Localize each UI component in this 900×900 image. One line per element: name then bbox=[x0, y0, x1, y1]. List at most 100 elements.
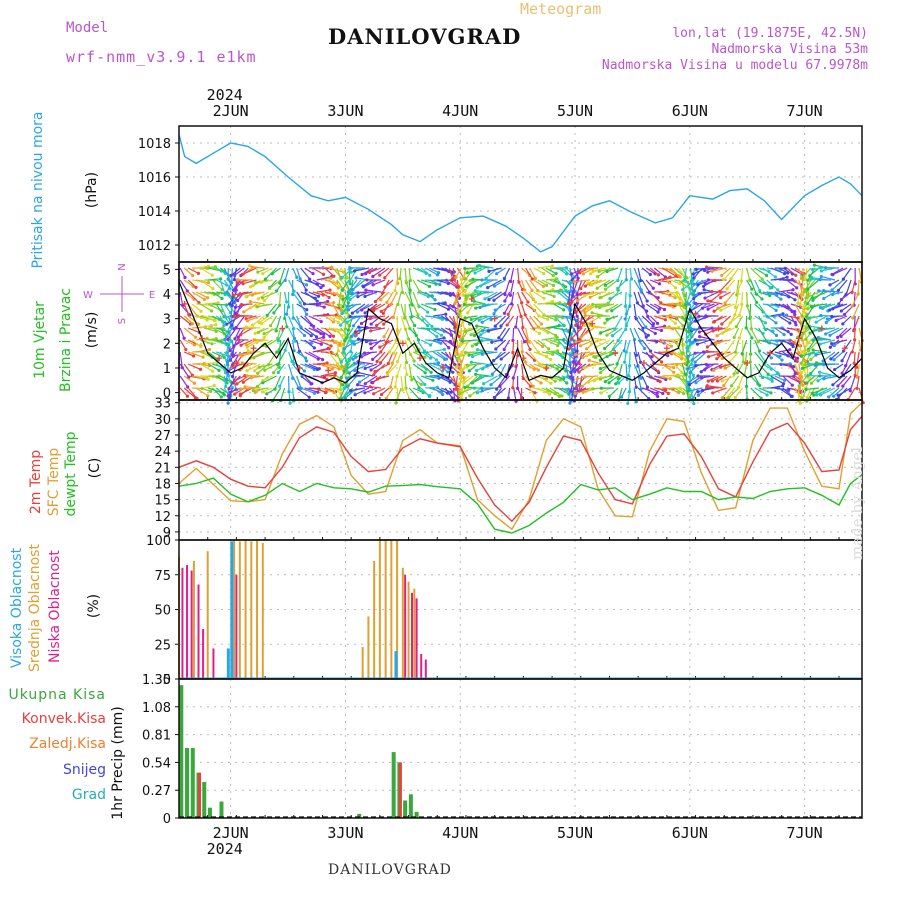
wind-arrow bbox=[284, 267, 290, 281]
wind-arrow-head bbox=[571, 291, 575, 295]
wind-arrow-head bbox=[285, 325, 289, 329]
wind-arrow bbox=[688, 387, 703, 392]
wind-arrow bbox=[448, 315, 457, 326]
wind-arrow bbox=[269, 279, 281, 290]
wind-arrow-head bbox=[828, 333, 832, 337]
wind-arrow-head bbox=[855, 386, 859, 390]
wind-arrow bbox=[801, 267, 812, 279]
wind-arrow-head bbox=[757, 349, 762, 353]
wind-arrow bbox=[736, 363, 744, 374]
wind-arrow bbox=[386, 363, 398, 375]
wind-arrow-head bbox=[307, 395, 311, 399]
wind-arrow-head bbox=[834, 318, 838, 323]
wind-arrow-head bbox=[694, 267, 698, 271]
y-tick-label: 5 bbox=[163, 263, 171, 278]
wind-arrow-head bbox=[344, 276, 348, 280]
wind-arrow-head bbox=[626, 374, 631, 378]
wind-arrow-head bbox=[581, 272, 585, 276]
compass-s: S bbox=[117, 318, 128, 324]
wind-arrow bbox=[840, 303, 852, 312]
wind-arrow bbox=[408, 327, 417, 336]
wind-arrow bbox=[464, 279, 474, 292]
wind-gust-mark bbox=[371, 305, 378, 312]
wind-arrow-head bbox=[810, 391, 815, 395]
wind-arrow-head bbox=[480, 329, 484, 333]
wind-arrow bbox=[424, 291, 436, 301]
cloud-bar-mid bbox=[401, 567, 404, 679]
wind-arrow bbox=[537, 265, 553, 269]
wind-arrow bbox=[204, 384, 215, 389]
cloud-bar-mid bbox=[390, 540, 393, 679]
wind-arrow-head bbox=[821, 359, 825, 363]
wind-arrow-head bbox=[461, 287, 465, 291]
wind-arrow-head bbox=[463, 385, 467, 389]
wind-arrow-head bbox=[639, 376, 643, 380]
wind-arrow bbox=[252, 315, 265, 326]
wind-arrow bbox=[750, 315, 752, 329]
wind-arrow-head bbox=[464, 350, 468, 355]
wind-arrow bbox=[617, 267, 623, 281]
wind-arrow bbox=[328, 351, 339, 365]
wind-arrow bbox=[404, 267, 408, 283]
wind-arrow-head bbox=[651, 322, 656, 326]
precip-bar-total bbox=[414, 811, 419, 818]
wind-arrow-head bbox=[341, 297, 345, 301]
wind-arrow bbox=[665, 315, 676, 324]
wind-arrow-head bbox=[250, 293, 255, 297]
wind-arrow-head bbox=[565, 381, 569, 385]
wind-arrow-head bbox=[705, 384, 709, 388]
wind-arrow bbox=[312, 279, 324, 287]
wind-arrow-head bbox=[182, 336, 186, 340]
wind-arrow bbox=[600, 375, 611, 380]
wind-arrow bbox=[754, 339, 761, 352]
wind-arrow bbox=[754, 267, 768, 276]
wind-arrow bbox=[376, 315, 390, 326]
wind-arrow-head bbox=[359, 321, 364, 326]
y-tick-label: 1014 bbox=[138, 205, 171, 220]
wind-arrow bbox=[437, 303, 449, 310]
wind-arrow bbox=[606, 315, 619, 320]
y-tick-label: 2 bbox=[163, 337, 171, 352]
wind-arrow-head bbox=[758, 383, 762, 388]
wind-arrow-head bbox=[273, 387, 277, 391]
wind-arrow bbox=[778, 267, 789, 274]
wind-arrow-head bbox=[578, 271, 582, 275]
wind-arrow-head bbox=[185, 289, 189, 293]
wind-arrow-head bbox=[656, 310, 660, 314]
wind-arrow-head bbox=[816, 336, 821, 340]
precip-bar-total bbox=[357, 813, 362, 818]
wind-arrow-head bbox=[703, 368, 707, 372]
wind-arrow bbox=[565, 363, 569, 377]
wind-arrow-head bbox=[729, 384, 734, 388]
wind-arrow bbox=[633, 375, 637, 388]
wind-arrow-head bbox=[581, 267, 585, 272]
wind-arrow-head bbox=[850, 304, 854, 308]
wind-arrow bbox=[412, 363, 426, 374]
wind-arrow-head bbox=[470, 344, 474, 348]
wind-arrow bbox=[212, 351, 225, 358]
wind-arrow bbox=[320, 302, 334, 305]
wind-arrow bbox=[500, 351, 510, 360]
wind-arrow-head bbox=[261, 381, 265, 385]
wind-arrow-head bbox=[570, 300, 574, 304]
wind-gust-mark bbox=[818, 325, 825, 332]
wind-arrow bbox=[350, 387, 366, 392]
wind-arrow-head bbox=[698, 335, 702, 339]
wind-arrow-head bbox=[599, 331, 603, 335]
wind-arrow-head bbox=[821, 306, 825, 311]
wind-arrow bbox=[724, 291, 736, 304]
wind-arrow-head bbox=[426, 295, 430, 299]
wind-arrow bbox=[829, 327, 844, 336]
wind-arrow bbox=[506, 315, 515, 326]
wind-arrow-head bbox=[262, 336, 266, 340]
wind-arrow bbox=[517, 267, 520, 283]
wind-arrow bbox=[199, 267, 213, 276]
wind-arrow-head bbox=[570, 295, 575, 299]
wind-arrow-head bbox=[687, 317, 692, 321]
wind-arrow-head bbox=[528, 384, 533, 388]
wind-arrow bbox=[653, 267, 666, 278]
wind-arrow bbox=[191, 339, 202, 348]
wind-arrow bbox=[271, 267, 281, 275]
wind-arrow-head bbox=[351, 315, 355, 320]
wind-arrow bbox=[521, 375, 531, 387]
